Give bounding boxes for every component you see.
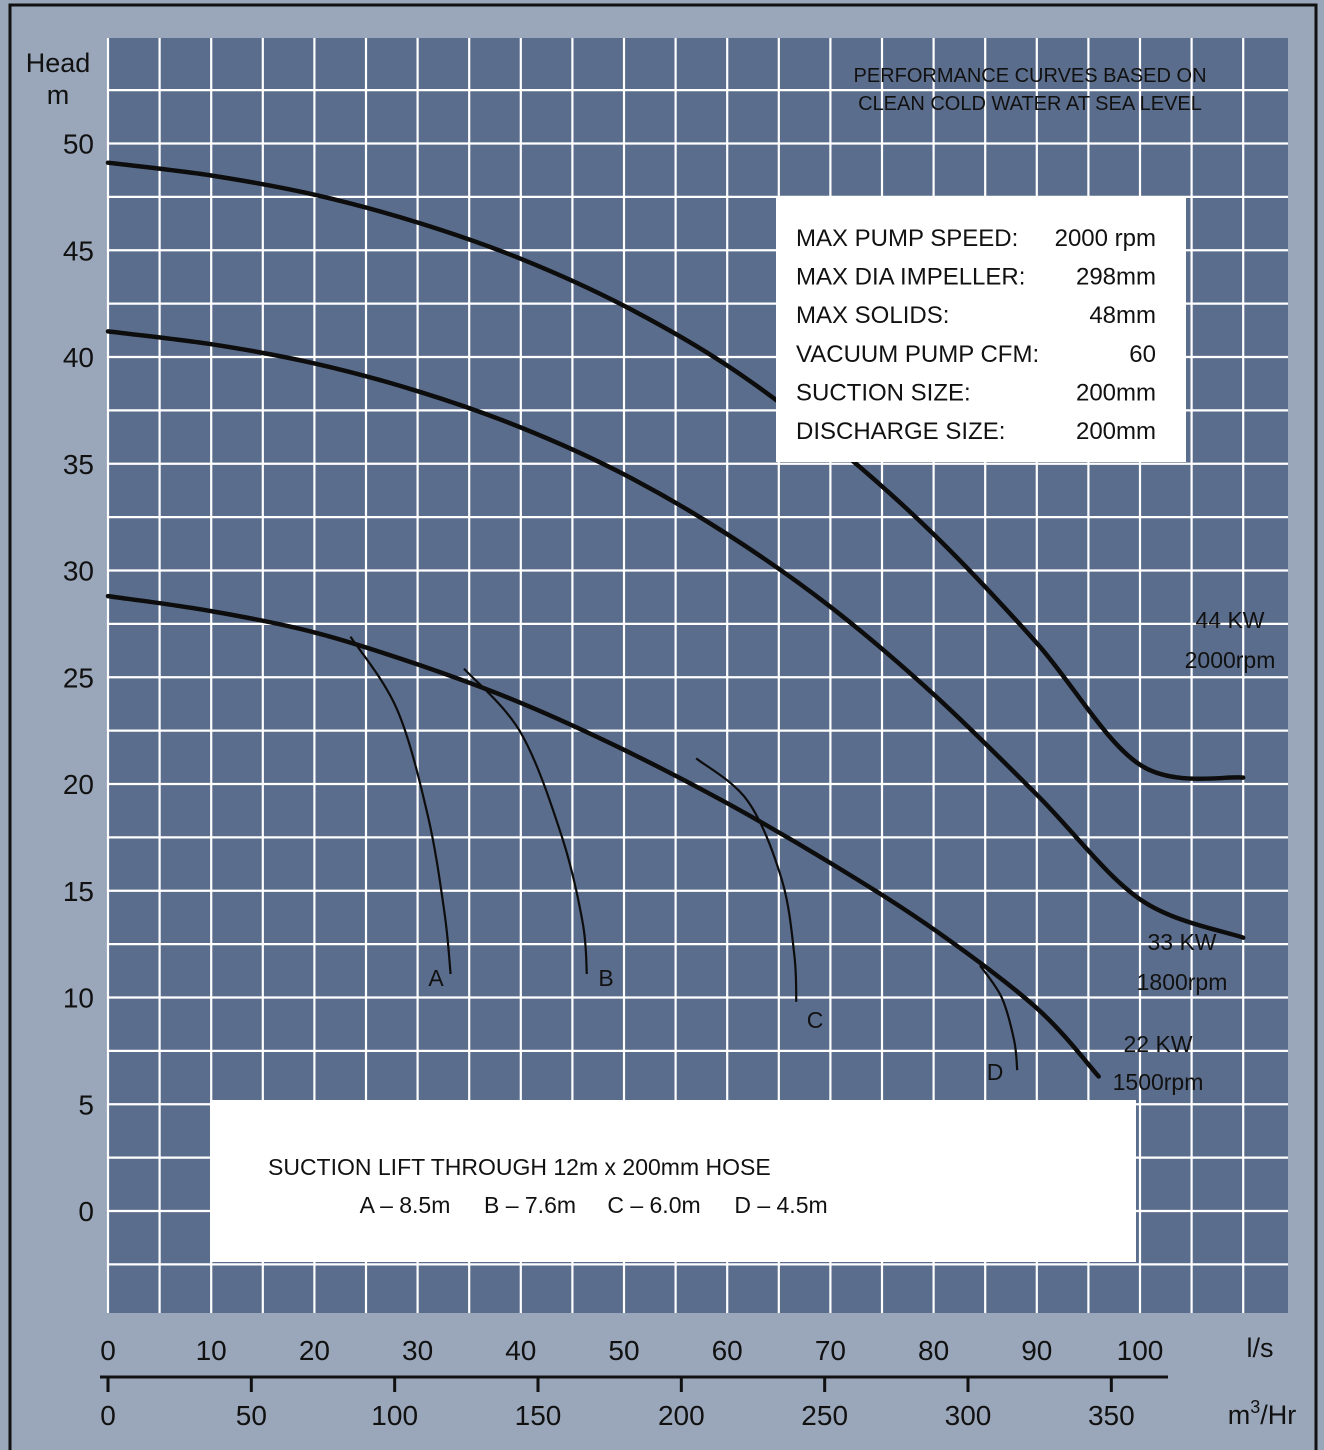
- spec-value: 60: [1129, 341, 1156, 368]
- spec-list: MAX PUMP SPEED: 2000 rpm MAX DIA IMPELLER:…: [796, 225, 1156, 445]
- x-tick-label-ls: 100: [1117, 1335, 1164, 1366]
- suction-curves: [349, 636, 1019, 1071]
- x-axis-ls-tick-labels: 0 10 20 30 40 50 60 70 80 90 100: [100, 1335, 1163, 1366]
- series-power-label: 22 KW: [1123, 1031, 1192, 1057]
- spec-value: 48mm: [1089, 302, 1156, 329]
- x-tick-label-ls: 30: [402, 1335, 433, 1366]
- curve-labels: 44 KW 2000rpm 33 KW 1800rpm 22 KW 1500rpm A B C D: [428, 607, 1275, 1095]
- x-tick-label-m3hr: 100: [371, 1400, 418, 1431]
- suction-curve-a: [349, 636, 452, 975]
- series-speed-label: 1800rpm: [1137, 969, 1228, 995]
- x-tick-label-m3hr: 300: [945, 1400, 992, 1431]
- spec-value: 2000 rpm: [1055, 225, 1156, 252]
- x-tick-label-ls: 80: [918, 1335, 949, 1366]
- spec-label: MAX SOLIDS:: [796, 302, 949, 329]
- unit-base: m: [1228, 1400, 1251, 1430]
- spec-label: VACUUM PUMP CFM:: [796, 341, 1039, 368]
- spec-value: 298mm: [1076, 264, 1156, 291]
- x-tick-label-m3hr: 150: [515, 1400, 562, 1431]
- x-tick-label-m3hr: 0: [100, 1400, 116, 1431]
- x-tick-label-ls: 10: [196, 1335, 227, 1366]
- x-tick-label-m3hr: 200: [658, 1400, 705, 1431]
- y-axis-label-unit: m: [47, 80, 70, 110]
- spec-value: 200mm: [1076, 418, 1156, 445]
- pump-curve-1: [105, 160, 1246, 782]
- spec-label: SUCTION SIZE:: [796, 379, 971, 406]
- suction-curve-label: D: [987, 1059, 1004, 1085]
- x-tick-label-m3hr: 50: [236, 1400, 267, 1431]
- unit-tail: /Hr: [1260, 1400, 1296, 1430]
- spec-label: MAX PUMP SPEED:: [796, 225, 1018, 252]
- x-tick-label-ls: 90: [1021, 1335, 1052, 1366]
- pump-curve-3: [105, 593, 1101, 1079]
- y-tick-label: 35: [63, 449, 94, 480]
- x-tick-label-ls: 60: [712, 1335, 743, 1366]
- suction-box-item: C – 6.0m: [607, 1192, 700, 1218]
- y-tick-label: 25: [63, 662, 94, 693]
- y-tick-label: 50: [63, 129, 94, 160]
- x-tick-label-ls: 20: [299, 1335, 330, 1366]
- pump-curve-2: [105, 329, 1246, 940]
- x-axis-unit-m3hr: m3/Hr: [1228, 1397, 1297, 1430]
- suction-curve-c: [695, 757, 798, 1002]
- series-power-label: 44 KW: [1195, 607, 1264, 633]
- y-tick-label: 10: [63, 983, 94, 1014]
- y-tick-label: 0: [78, 1196, 94, 1227]
- outer-border: [8, 3, 1318, 1450]
- y-axis-label-head: Head: [26, 48, 91, 78]
- suction-box-items: A – 8.5m B – 7.6m C – 6.0m D – 4.5m: [360, 1192, 828, 1218]
- suction-box-item: B – 7.6m: [484, 1192, 576, 1218]
- x-tick-label-ls: 50: [608, 1335, 639, 1366]
- suction-curve-label: B: [598, 965, 613, 991]
- y-tick-label: 45: [63, 235, 94, 266]
- x-axis-m3hr-tick-labels: 0 50 100 150 200 250 300 350: [100, 1377, 1135, 1431]
- suction-curve-b: [463, 667, 588, 975]
- note-line-2: CLEAN COLD WATER AT SEA LEVEL: [858, 93, 1202, 115]
- suction-curve-label: A: [428, 965, 444, 991]
- y-tick-label: 15: [63, 876, 94, 907]
- suction-curve-d: [979, 964, 1019, 1071]
- x-tick-label-m3hr: 250: [801, 1400, 848, 1431]
- spec-label: DISCHARGE SIZE:: [796, 418, 1005, 445]
- y-tick-label: 20: [63, 769, 94, 800]
- y-tick-label: 30: [63, 556, 94, 587]
- spec-label: MAX DIA IMPELLER:: [796, 264, 1025, 291]
- spec-value: 200mm: [1076, 379, 1156, 406]
- spec-box: [776, 196, 1186, 462]
- unit-superscript: 3: [1250, 1397, 1260, 1417]
- y-tick-label: 5: [78, 1089, 94, 1120]
- suction-box-item: D – 4.5m: [734, 1192, 827, 1218]
- x-tick-label-m3hr: 350: [1088, 1400, 1135, 1431]
- x-tick-label-ls: 70: [815, 1335, 846, 1366]
- x-tick-label-ls: 40: [505, 1335, 536, 1366]
- x-tick-label-ls: 0: [100, 1335, 116, 1366]
- series-power-label: 33 KW: [1147, 929, 1216, 955]
- series-speed-label: 2000rpm: [1185, 647, 1276, 673]
- suction-curve-label: C: [807, 1007, 824, 1033]
- suction-box-item: A – 8.5m: [360, 1192, 451, 1218]
- y-tick-label: 40: [63, 342, 94, 373]
- suction-box: [210, 1100, 1136, 1262]
- note-line-1: PERFORMANCE CURVES BASED ON: [853, 65, 1206, 87]
- pump-curves: [105, 160, 1246, 1079]
- series-speed-label: 1500rpm: [1113, 1069, 1204, 1095]
- x-axis-unit-ls: l/s: [1247, 1333, 1274, 1363]
- suction-box-title: SUCTION LIFT THROUGH 12m x 200mm HOSE: [268, 1154, 771, 1180]
